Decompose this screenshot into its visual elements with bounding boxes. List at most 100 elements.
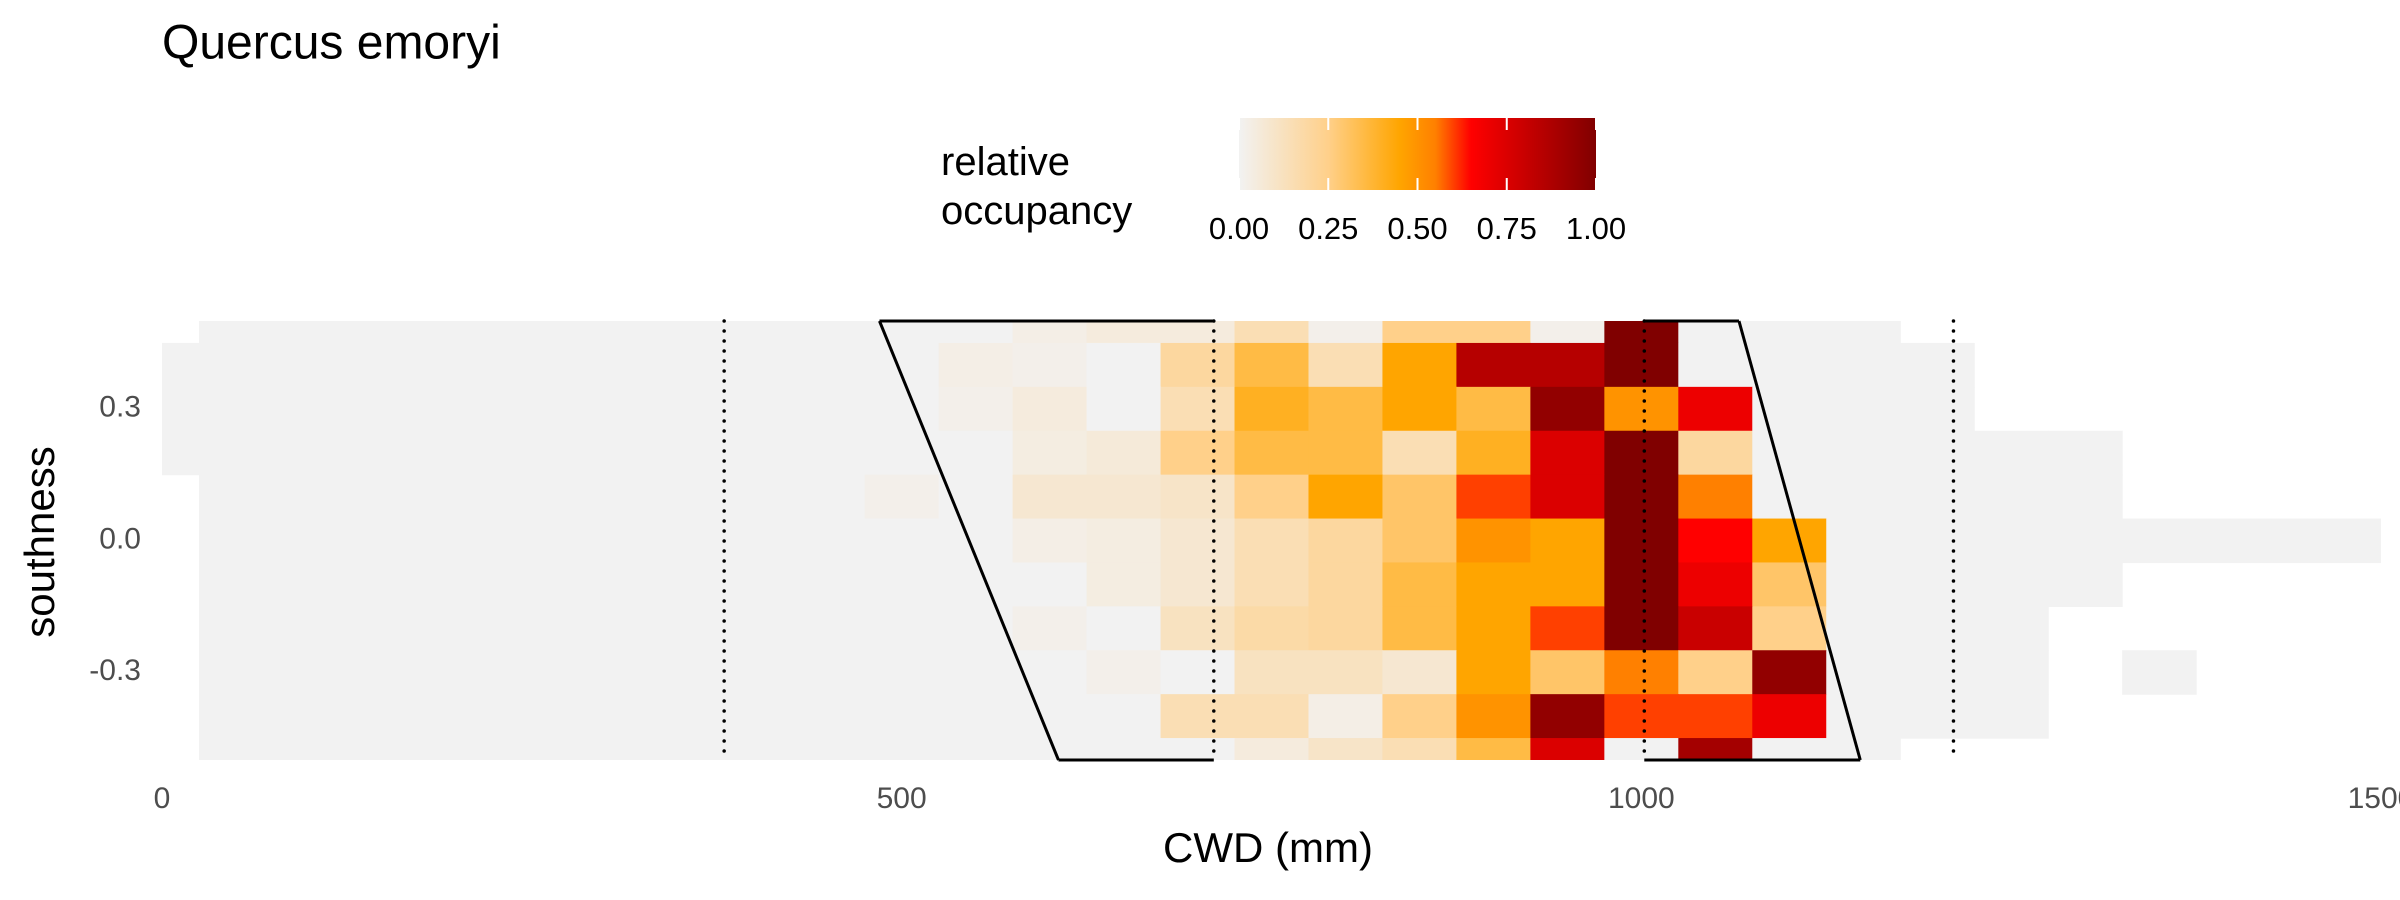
heat-cell: [938, 386, 1014, 432]
heat-cell: [1678, 430, 1753, 476]
heat-cell: [1826, 474, 1901, 520]
heat-cell: [1604, 386, 1679, 432]
heat-cell: [494, 518, 570, 564]
heat-cell: [642, 386, 718, 432]
heat-cell: [272, 321, 348, 344]
heat-cell: [1160, 562, 1236, 607]
heat-cell: [1604, 606, 1679, 651]
heat-cell: [1974, 430, 2049, 476]
heat-cell: [346, 342, 422, 388]
heat-cell: [272, 738, 348, 760]
heat-cell: [420, 342, 496, 388]
heat-cell: [420, 650, 496, 695]
heat-cell: [1752, 694, 1827, 739]
heat-cell: [938, 430, 1014, 476]
heat-cell: [1678, 321, 1753, 344]
chart-title: Quercus emoryi: [162, 17, 501, 70]
envelope-line: [1737, 320, 1862, 761]
heat-cell: [642, 430, 718, 476]
heat-cell: [1826, 342, 1901, 388]
heat-cell: [864, 650, 940, 695]
heat-cell: [642, 474, 718, 520]
heat-cell: [1456, 562, 1531, 607]
envelope-line: [878, 320, 1060, 761]
heat-cell: [198, 562, 274, 607]
heat-cell: [1234, 342, 1310, 388]
heat-cell: [642, 562, 718, 607]
heat-cell: [2270, 518, 2345, 564]
heat-cell: [346, 321, 422, 344]
x-tick-label: 0: [154, 782, 171, 815]
heat-cell: [1160, 518, 1236, 564]
heat-cell: [420, 386, 496, 432]
heat-cell: [716, 518, 792, 564]
heat-cell: [642, 694, 718, 739]
heat-cell: [1456, 430, 1531, 476]
x-tick-label: 1000: [1608, 782, 1675, 815]
heat-cell: [346, 518, 422, 564]
heat-cell: [1012, 321, 1088, 344]
heat-cell: [1012, 694, 1088, 739]
heat-cell: [1012, 518, 1088, 564]
heat-cell: [864, 342, 940, 388]
heat-cell: [1234, 606, 1310, 651]
heat-cell: [568, 650, 644, 695]
heat-cell: [1974, 606, 2049, 651]
heat-cell: [272, 650, 348, 695]
heat-cell: [1678, 518, 1753, 564]
heat-cell: [346, 386, 422, 432]
heat-cell: [1382, 694, 1458, 739]
colorbar-tick-label: 1.00: [1566, 211, 1626, 246]
heat-cell: [1974, 694, 2049, 739]
heat-cell: [420, 694, 496, 739]
heat-cell: [1086, 518, 1162, 564]
heat-cell: [1604, 650, 1679, 695]
heat-cell: [346, 606, 422, 651]
heat-cell: [790, 738, 866, 760]
heat-cell: [790, 386, 866, 432]
heat-cell: [790, 342, 866, 388]
heat-cell: [716, 474, 792, 520]
heat-cell: [1604, 430, 1679, 476]
y-tick-label: 0.3: [99, 391, 141, 424]
heat-cell: [716, 386, 792, 432]
heat-cell: [1012, 562, 1088, 607]
heat-cell: [1456, 518, 1531, 564]
heat-cell: [716, 694, 792, 739]
heat-cell: [1308, 321, 1384, 344]
heat-cell: [1382, 386, 1458, 432]
heat-cell: [1826, 738, 1901, 760]
heat-cell: [2122, 650, 2197, 695]
heat-cell: [1530, 342, 1605, 388]
heat-cell: [272, 386, 348, 432]
heat-cell: [938, 650, 1014, 695]
legend-title: relative occupancy: [941, 140, 1133, 233]
heat-cell: [1086, 430, 1162, 476]
legend: 0.00 0.25 0.50 0.75 1.00: [1209, 118, 1626, 246]
heat-cell: [1012, 430, 1088, 476]
heat-cell: [1086, 321, 1162, 344]
heat-cell: [568, 738, 644, 760]
heat-cell: [1678, 650, 1753, 695]
heat-cell: [1012, 738, 1088, 760]
heat-cell: [2048, 562, 2123, 607]
heat-cell: [1530, 430, 1605, 476]
heat-cell: [642, 321, 718, 344]
heat-cell: [568, 562, 644, 607]
heat-cell: [1900, 342, 1975, 388]
heat-cell: [1530, 321, 1605, 344]
heat-cell: [642, 518, 718, 564]
heat-cell: [1382, 562, 1458, 607]
heat-cell: [1160, 430, 1236, 476]
heat-cell: [1234, 650, 1310, 695]
heat-cell: [198, 430, 274, 476]
heat-cell: [272, 562, 348, 607]
heat-cell: [790, 474, 866, 520]
heat-cell: [1678, 342, 1753, 388]
heat-cell: [1308, 562, 1384, 607]
heat-cell: [1604, 518, 1679, 564]
heat-cell: [1826, 430, 1901, 476]
heat-cell: [1160, 606, 1236, 651]
heat-cell: [790, 694, 866, 739]
